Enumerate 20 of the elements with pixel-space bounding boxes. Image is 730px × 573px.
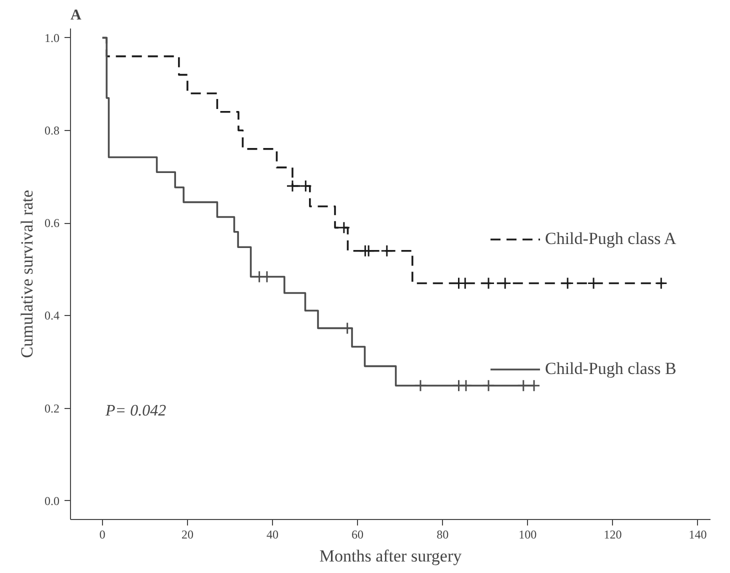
chart-title: A bbox=[70, 8, 82, 24]
x-tick-label: 20 bbox=[181, 528, 194, 542]
y-tick-label: 1.0 bbox=[44, 30, 60, 45]
y-tick-label: 0.0 bbox=[44, 494, 60, 508]
x-tick-label: 80 bbox=[436, 528, 449, 542]
y-tick-label: 0.4 bbox=[44, 308, 60, 323]
y-tick-label: 0.8 bbox=[44, 123, 60, 138]
x-tick-label: 40 bbox=[266, 528, 278, 542]
x-tick-label: 60 bbox=[352, 528, 364, 542]
x-tick-label: 0 bbox=[99, 528, 106, 542]
x-axis-title: Months after surgery bbox=[319, 546, 462, 566]
legend-label: Child-Pugh class B bbox=[545, 359, 676, 379]
legend-label: Child-Pugh class A bbox=[545, 229, 676, 249]
y-tick-label: 0.2 bbox=[44, 401, 60, 416]
annotation: P= 0.042 bbox=[104, 402, 166, 420]
x-tick-label: 120 bbox=[604, 528, 622, 542]
x-tick-label: 100 bbox=[518, 528, 537, 542]
y-tick-label: 0.6 bbox=[44, 216, 60, 230]
y-axis-title: Cumulative survival rate bbox=[18, 190, 36, 358]
x-tick-label: 140 bbox=[688, 528, 707, 542]
